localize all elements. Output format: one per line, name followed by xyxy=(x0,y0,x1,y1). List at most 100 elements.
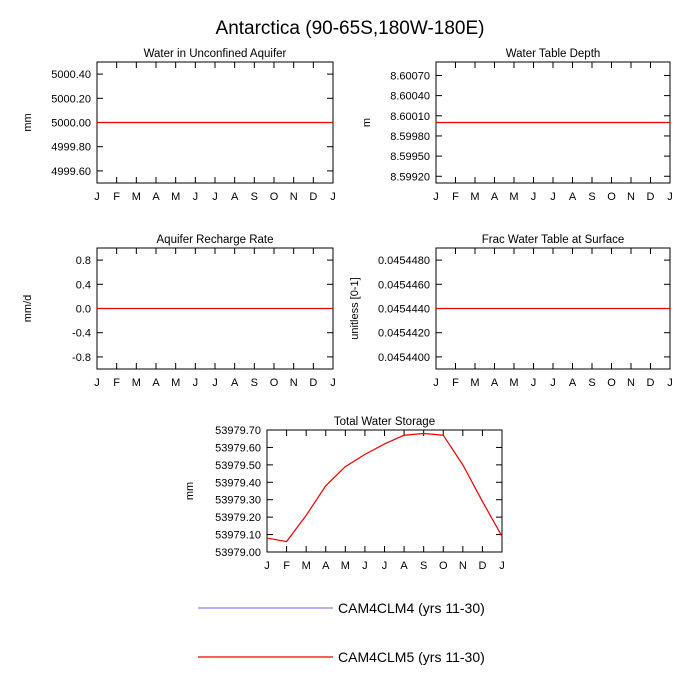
y-axis-label: m xyxy=(361,118,373,127)
x-tick-label: O xyxy=(607,191,616,203)
y-tick-label: 53979.30 xyxy=(215,495,261,507)
panel-title: Water in Unconfined Aquifer xyxy=(144,48,287,60)
x-tick-label: M xyxy=(509,191,518,203)
x-tick-label: J xyxy=(531,191,537,203)
x-tick-label: S xyxy=(588,377,595,389)
x-tick-label: N xyxy=(459,560,467,572)
legend-entry: CAM4CLM4 (yrs 11-30) xyxy=(198,600,485,616)
y-tick-label: 53979.60 xyxy=(215,442,261,454)
y-axis-label: mm xyxy=(184,482,196,500)
x-tick-label: A xyxy=(400,560,408,572)
x-tick-label: J xyxy=(531,377,537,389)
y-tick-label: 8.59920 xyxy=(390,171,430,183)
x-tick-label: A xyxy=(491,191,499,203)
x-tick-label: M xyxy=(132,377,141,389)
x-tick-label: J xyxy=(193,191,199,203)
x-tick-label: J xyxy=(499,560,505,572)
x-tick-label: J xyxy=(264,560,270,572)
x-tick-label: M xyxy=(341,560,350,572)
x-tick-label: F xyxy=(452,377,459,389)
y-tick-label: 5000.40 xyxy=(51,69,91,81)
x-tick-label: F xyxy=(283,560,290,572)
y-tick-label: 53979.40 xyxy=(215,477,261,489)
y-tick-label: 0.0454400 xyxy=(378,352,430,364)
x-tick-label: J xyxy=(193,377,199,389)
y-tick-label: 53979.10 xyxy=(215,530,261,542)
x-tick-label: D xyxy=(647,191,655,203)
x-tick-label: J xyxy=(382,560,388,572)
x-tick-label: J xyxy=(667,191,673,203)
x-tick-label: D xyxy=(647,377,655,389)
x-tick-label: A xyxy=(152,191,160,203)
x-tick-label: A xyxy=(569,377,577,389)
y-tick-label: 8.60070 xyxy=(390,70,430,82)
y-tick-label: 53979.50 xyxy=(215,460,261,472)
plot-frame xyxy=(266,429,503,553)
x-tick-label: S xyxy=(251,191,258,203)
x-tick-label: N xyxy=(290,191,298,203)
x-tick-label: J xyxy=(362,560,368,572)
x-tick-label: J xyxy=(330,191,336,203)
x-tick-label: J xyxy=(212,377,218,389)
x-tick-label: M xyxy=(171,191,180,203)
y-tick-label: 5000.20 xyxy=(51,93,91,105)
legend-label: CAM4CLM4 (yrs 11-30) xyxy=(338,600,485,616)
x-tick-label: J xyxy=(433,191,439,203)
x-tick-label: O xyxy=(439,560,448,572)
x-tick-label: J xyxy=(94,377,100,389)
x-tick-label: A xyxy=(322,560,330,572)
x-tick-label: D xyxy=(309,377,317,389)
x-tick-label: F xyxy=(113,377,120,389)
panel-title: Aquifer Recharge Rate xyxy=(157,234,274,246)
x-tick-label: F xyxy=(113,191,120,203)
x-tick-label: S xyxy=(420,560,427,572)
y-tick-label: 8.59980 xyxy=(390,131,430,143)
x-tick-label: J xyxy=(212,191,218,203)
y-tick-label: 8.60040 xyxy=(390,91,430,103)
y-tick-label: -0.4 xyxy=(72,328,91,340)
x-tick-label: J xyxy=(94,191,100,203)
x-tick-label: A xyxy=(569,191,577,203)
x-tick-label: O xyxy=(607,377,616,389)
panel-title: Frac Water Table at Surface xyxy=(482,234,625,246)
x-tick-label: N xyxy=(627,191,635,203)
series-line xyxy=(266,432,503,543)
x-tick-label: A xyxy=(152,377,160,389)
y-tick-label: 8.59950 xyxy=(390,151,430,163)
x-tick-label: A xyxy=(491,377,499,389)
x-tick-label: F xyxy=(452,191,459,203)
x-tick-label: M xyxy=(132,191,141,203)
y-tick-label: 53979.00 xyxy=(215,547,261,559)
y-tick-label: 53979.70 xyxy=(215,425,261,437)
x-tick-label: M xyxy=(302,560,311,572)
x-tick-label: J xyxy=(667,377,673,389)
x-tick-label: D xyxy=(309,191,317,203)
x-tick-label: M xyxy=(470,191,479,203)
x-tick-label: M xyxy=(470,377,479,389)
legend: CAM4CLM4 (yrs 11-30) CAM4CLM5 (yrs 11-30) xyxy=(198,600,485,665)
y-tick-label: -0.8 xyxy=(72,352,91,364)
legend-label: CAM4CLM5 (yrs 11-30) xyxy=(338,649,485,665)
y-tick-label: 5000.00 xyxy=(51,118,91,130)
x-tick-label: M xyxy=(171,377,180,389)
x-tick-label: M xyxy=(509,377,518,389)
y-axis-label: unitless [0-1] xyxy=(349,277,361,339)
x-tick-label: N xyxy=(627,377,635,389)
y-tick-label: 0.0454440 xyxy=(378,304,430,316)
x-tick-label: J xyxy=(330,377,336,389)
legend-entry: CAM4CLM5 (yrs 11-30) xyxy=(198,649,485,665)
y-axis-label: mm xyxy=(22,113,34,131)
y-tick-label: 0.0 xyxy=(76,304,91,316)
y-tick-label: 0.0454480 xyxy=(378,255,430,267)
panel-title: Total Water Storage xyxy=(334,416,435,428)
x-tick-label: N xyxy=(290,377,298,389)
y-tick-label: 0.0454460 xyxy=(378,279,430,291)
y-tick-label: 4999.60 xyxy=(51,166,91,178)
panel-title: Water Table Depth xyxy=(506,48,601,60)
